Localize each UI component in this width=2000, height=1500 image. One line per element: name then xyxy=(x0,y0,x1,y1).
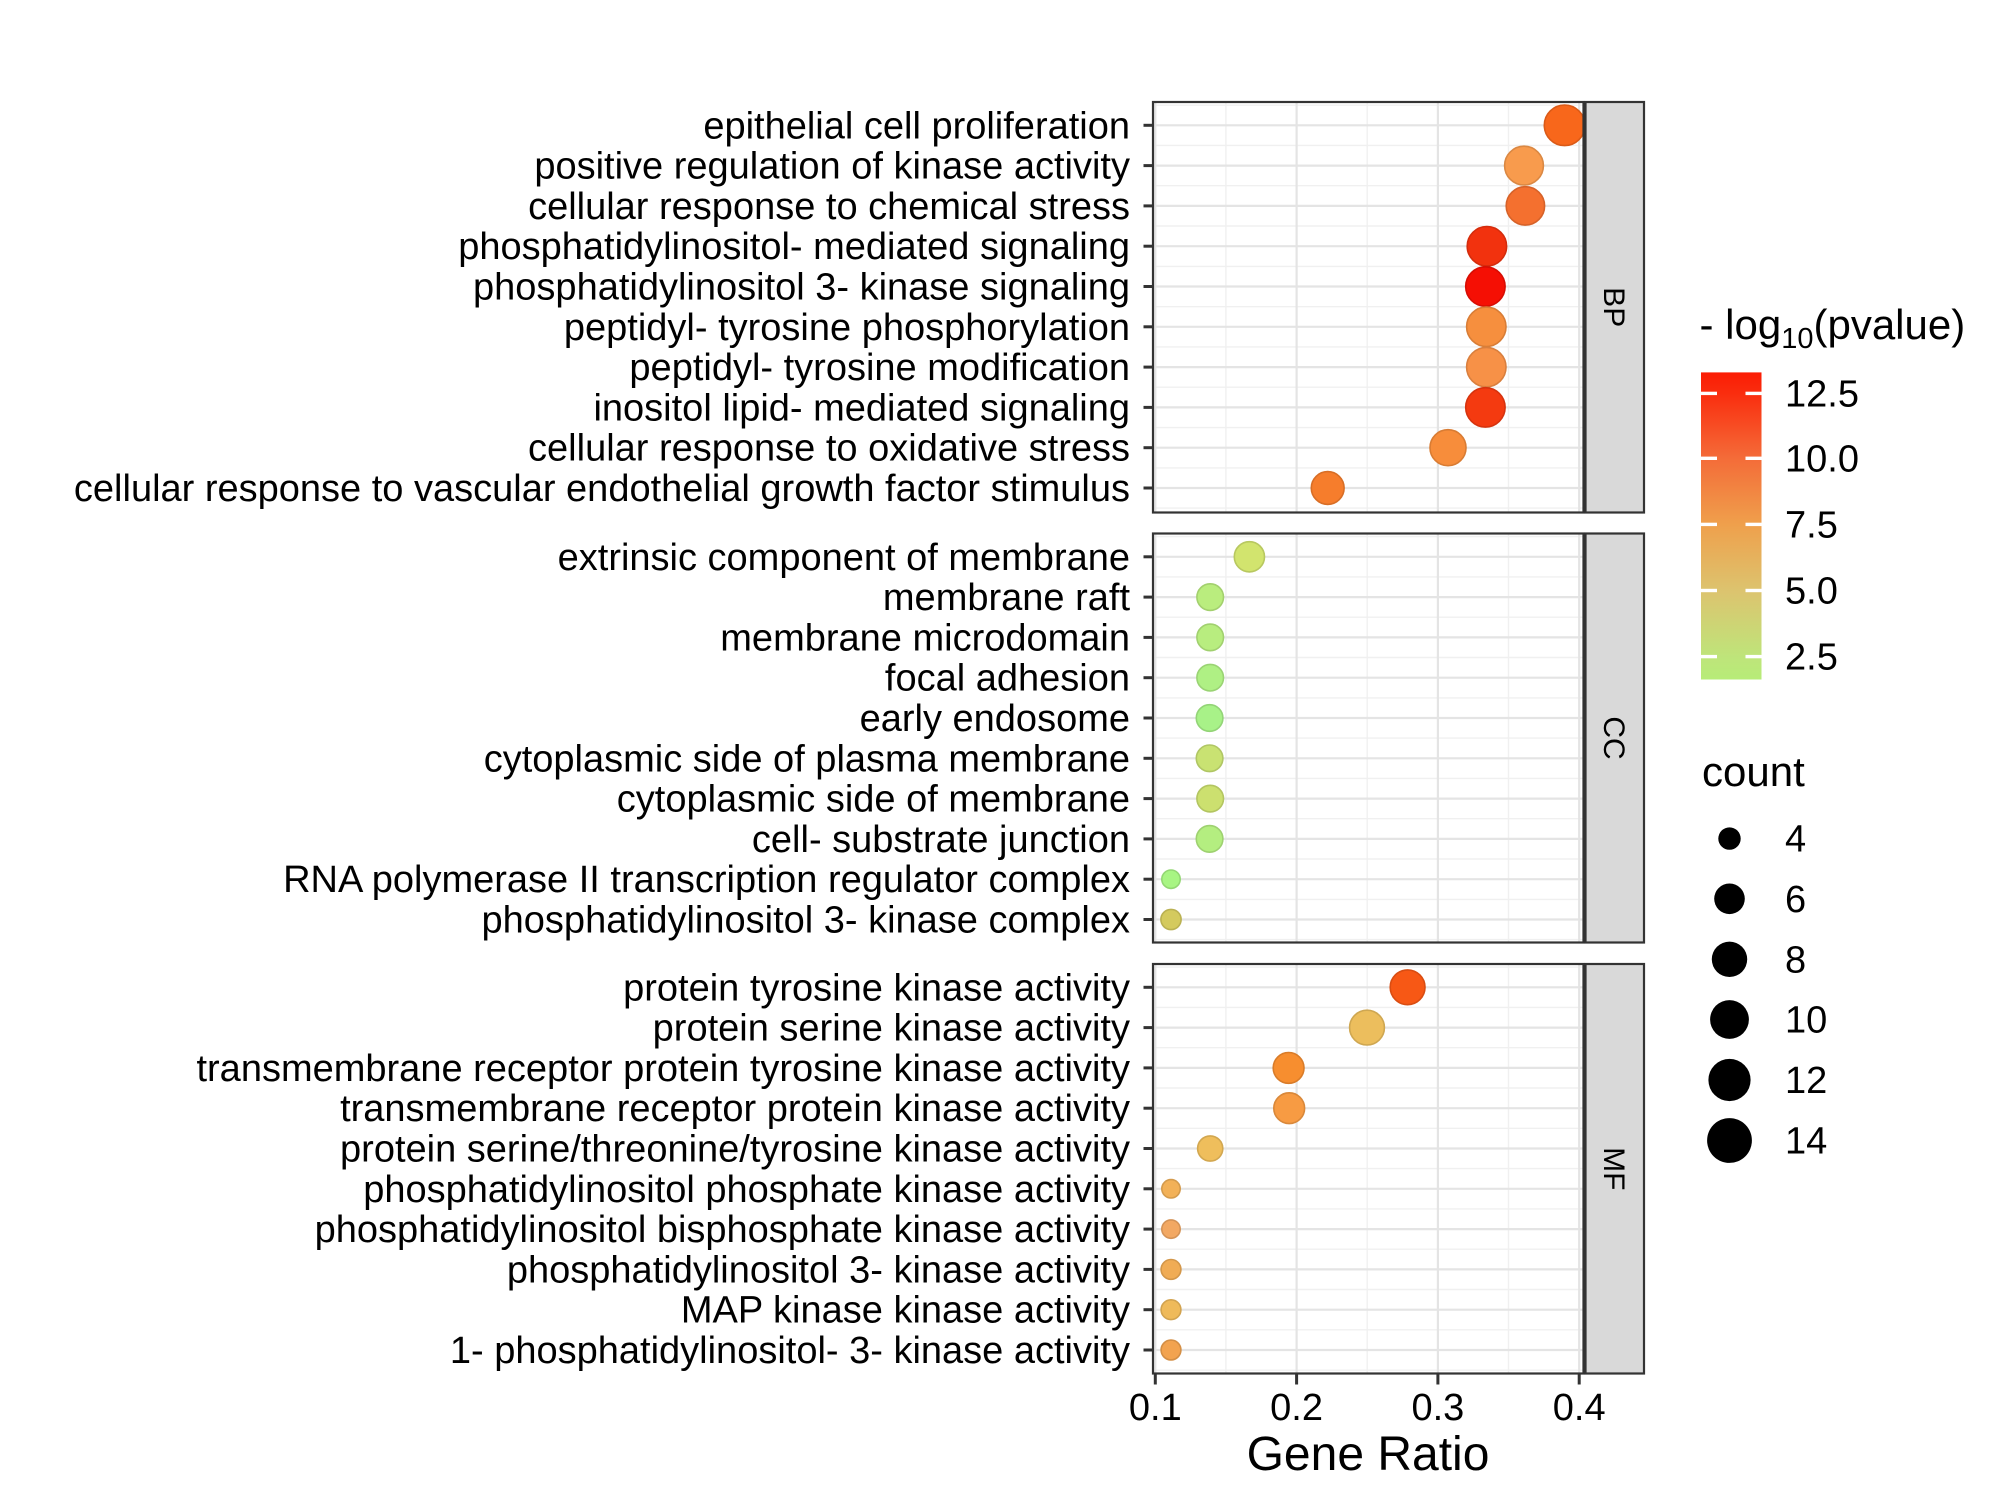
svg-text:phosphatidylinositol phosphate: phosphatidylinositol phosphate kinase ac… xyxy=(363,1169,1130,1211)
svg-text:4: 4 xyxy=(1785,819,1806,861)
svg-text:extrinsic component of membran: extrinsic component of membrane xyxy=(558,537,1130,579)
svg-text:7.5: 7.5 xyxy=(1785,504,1838,546)
svg-text:protein serine/threonine/tyros: protein serine/threonine/tyrosine kinase… xyxy=(340,1129,1130,1171)
svg-text:peptidyl- tyrosine modificatio: peptidyl- tyrosine modification xyxy=(629,347,1130,389)
svg-text:5.0: 5.0 xyxy=(1785,571,1838,613)
svg-text:protein serine kinase activity: protein serine kinase activity xyxy=(653,1008,1130,1050)
svg-text:10.0: 10.0 xyxy=(1785,438,1859,480)
svg-text:epithelial cell proliferation: epithelial cell proliferation xyxy=(703,105,1130,147)
svg-text:transmembrane receptor protein: transmembrane receptor protein kinase ac… xyxy=(340,1088,1130,1130)
svg-text:protein tyrosine kinase activi: protein tyrosine kinase activity xyxy=(623,967,1130,1009)
svg-text:0.1: 0.1 xyxy=(1129,1387,1182,1429)
svg-text:14: 14 xyxy=(1785,1121,1827,1163)
svg-text:cell- substrate junction: cell- substrate junction xyxy=(752,819,1130,861)
svg-text:0.2: 0.2 xyxy=(1270,1387,1323,1429)
svg-text:Gene Ratio: Gene Ratio xyxy=(1247,1428,1490,1481)
svg-text:membrane microdomain: membrane microdomain xyxy=(720,617,1130,659)
svg-text:1- phosphatidylinositol- 3- ki: 1- phosphatidylinositol- 3- kinase activ… xyxy=(450,1330,1130,1372)
svg-text:cellular response to oxidative: cellular response to oxidative stress xyxy=(528,428,1130,470)
svg-text:cellular response to chemical: cellular response to chemical stress xyxy=(528,186,1130,228)
svg-text:0.3: 0.3 xyxy=(1411,1387,1464,1429)
svg-text:10: 10 xyxy=(1785,1000,1827,1042)
svg-text:8: 8 xyxy=(1785,939,1806,981)
svg-text:BP: BP xyxy=(1597,287,1630,327)
svg-text:phosphatidylinositol bisphosph: phosphatidylinositol bisphosphate kinase… xyxy=(315,1209,1130,1251)
svg-text:12: 12 xyxy=(1785,1060,1827,1102)
svg-text:MF: MF xyxy=(1597,1147,1630,1190)
svg-text:count: count xyxy=(1702,748,1805,795)
svg-text:membrane raft: membrane raft xyxy=(883,577,1131,619)
svg-text:2.5: 2.5 xyxy=(1785,637,1838,679)
svg-text:early endosome: early endosome xyxy=(860,698,1130,740)
svg-text:cellular response to vascular: cellular response to vascular endothelia… xyxy=(74,468,1130,510)
svg-text:12.5: 12.5 xyxy=(1785,373,1859,415)
svg-text:focal adhesion: focal adhesion xyxy=(885,658,1130,700)
svg-text:CC: CC xyxy=(1597,716,1630,759)
svg-text:transmembrane receptor protein: transmembrane receptor protein tyrosine … xyxy=(196,1048,1130,1090)
svg-text:peptidyl- tyrosine phosphoryla: peptidyl- tyrosine phosphorylation xyxy=(564,307,1130,349)
svg-text:phosphatidylinositol 3- kinase: phosphatidylinositol 3- kinase complex xyxy=(482,900,1130,942)
svg-text:- log10(pvalue): - log10(pvalue) xyxy=(1700,301,1966,355)
svg-text:cytoplasmic side of membrane: cytoplasmic side of membrane xyxy=(617,779,1130,821)
svg-text:MAP kinase kinase activity: MAP kinase kinase activity xyxy=(681,1290,1130,1332)
svg-text:phosphatidylinositol- mediated: phosphatidylinositol- mediated signaling xyxy=(458,226,1130,268)
svg-text:0.4: 0.4 xyxy=(1553,1387,1606,1429)
svg-text:6: 6 xyxy=(1785,879,1806,921)
svg-text:phosphatidylinositol 3- kinase: phosphatidylinositol 3- kinase activity xyxy=(507,1249,1130,1291)
svg-text:cytoplasmic side of plasma mem: cytoplasmic side of plasma membrane xyxy=(484,738,1130,780)
svg-text:RNA polymerase II transcriptio: RNA polymerase II transcription regulato… xyxy=(283,859,1130,901)
svg-text:positive regulation of kinase: positive regulation of kinase activity xyxy=(534,146,1130,188)
svg-text:inositol lipid- mediated signa: inositol lipid- mediated signaling xyxy=(593,387,1130,429)
svg-text:phosphatidylinositol 3- kinase: phosphatidylinositol 3- kinase signaling xyxy=(473,267,1130,309)
